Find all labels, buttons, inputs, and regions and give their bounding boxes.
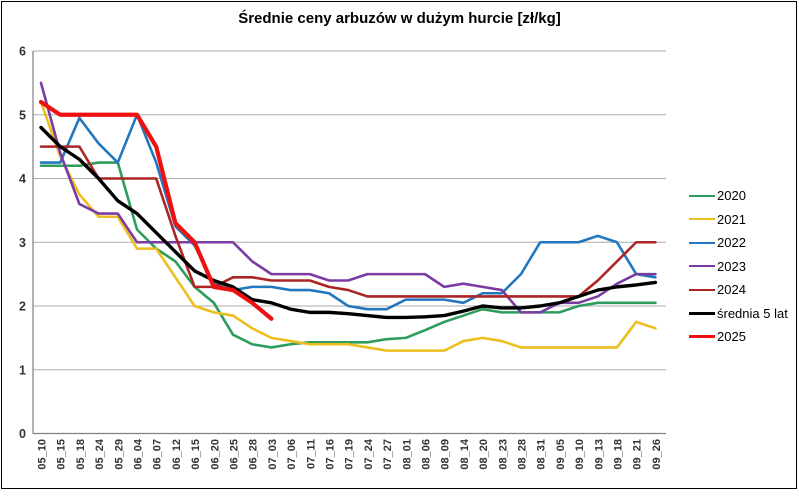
x-axis-label-05_15: 05_15 (56, 439, 68, 470)
x-axis-label-08_28: 08_28 (517, 439, 529, 470)
series-line-2021 (39, 100, 657, 352)
x-axis-label-06_20: 06_20 (209, 439, 221, 470)
x-axis-label-09_18: 09_18 (613, 439, 625, 470)
legend-label: 2024 (717, 282, 746, 298)
legend-item-średnia-5-lat: średnia 5 lat (689, 302, 793, 326)
x-axis-label-06_25: 06_25 (229, 439, 241, 470)
legend-label: 2023 (717, 258, 746, 274)
x-axis-label-08_09: 08_09 (440, 439, 452, 470)
x-axis-label-08_14: 08_14 (459, 438, 471, 469)
legend-swatch-icon (689, 194, 715, 197)
x-axis-label-05_10: 05_10 (37, 439, 49, 470)
y-axis-label-2: 2 (19, 300, 26, 314)
legend-item-2021: 2021 (689, 208, 793, 232)
legend-item-2024: 2024 (689, 278, 793, 302)
legend-item-2022: 2022 (689, 231, 793, 255)
x-axis-label-08_23: 08_23 (497, 439, 509, 470)
x-axis-label-07_16: 07_16 (325, 439, 337, 470)
series-line-2024 (39, 145, 657, 298)
x-axis-label-08_06: 08_06 (421, 439, 433, 470)
legend-swatch-icon (689, 241, 715, 244)
x-axis-label-05_29: 05_29 (113, 439, 125, 470)
x-axis-label-07_03: 07_03 (267, 439, 279, 470)
x-axis-label-06_04: 06_04 (133, 438, 145, 469)
series-line-2020 (39, 161, 657, 349)
x-axis-label-08_31: 08_31 (536, 439, 548, 470)
x-axis-label-09_21: 09_21 (632, 439, 644, 470)
legend-item-2025: 2025 (689, 325, 793, 349)
x-axis-label-07_19: 07_19 (344, 439, 356, 470)
series-line-2025 (38, 99, 274, 321)
x-axis-label-07_24: 07_24 (363, 438, 375, 469)
series-line-średnia-5-lat (39, 125, 658, 320)
y-axis-label-4: 4 (19, 172, 26, 186)
x-axis-label-09_10: 09_10 (574, 439, 586, 470)
legend-swatch-icon (689, 311, 715, 315)
legend-swatch-icon (689, 288, 715, 291)
x-axis-label-05_18: 05_18 (75, 439, 87, 470)
chart-title: Średnie ceny arbuzów w dużym hurcie [zł/… (238, 10, 561, 27)
x-axis-label-07_06: 07_06 (286, 439, 298, 470)
legend-label: 2021 (717, 211, 746, 227)
x-axis-label-08_01: 08_01 (401, 439, 413, 470)
series-line-2022 (39, 113, 657, 311)
x-axis-label-09_05: 09_05 (555, 439, 567, 470)
y-axis-label-0: 0 (19, 427, 26, 441)
x-axis-label-07_11: 07_11 (305, 439, 317, 469)
x-axis-label-07_27: 07_27 (382, 439, 394, 470)
legend-item-2020: 2020 (689, 184, 793, 208)
series-line-2023 (39, 81, 657, 314)
legend-label: 2020 (717, 188, 746, 204)
legend-item-2023: 2023 (689, 255, 793, 279)
y-axis-label-1: 1 (19, 363, 26, 377)
legend-swatch-icon (689, 218, 715, 221)
x-axis-label-06_12: 06_12 (171, 439, 183, 470)
legend-label: średnia 5 lat (717, 305, 788, 321)
x-axis-label-09_26: 09_26 (651, 439, 663, 470)
x-axis-label-06_28: 06_28 (248, 439, 260, 470)
x-axis-label-06_07: 06_07 (152, 439, 164, 470)
x-axis-label-06_15: 06_15 (190, 439, 202, 470)
y-axis-label-3: 3 (19, 236, 26, 250)
chart-legend: 2020 2021 2022 2023 2024 średnia 5 lat 2025 (689, 184, 793, 349)
x-axis-label-09_13: 09_13 (593, 439, 605, 470)
legend-swatch-icon (689, 335, 715, 339)
y-axis-label-5: 5 (19, 108, 26, 122)
y-axis-label-6: 6 (19, 45, 26, 59)
legend-label: 2025 (717, 329, 746, 345)
legend-swatch-icon (689, 265, 715, 268)
x-axis-label-08_20: 08_20 (478, 439, 490, 470)
legend-label: 2022 (717, 235, 746, 251)
x-axis-label-05_24: 05_24 (94, 438, 106, 469)
